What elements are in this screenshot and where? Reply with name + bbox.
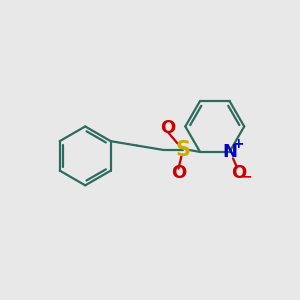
Text: O: O (160, 119, 176, 137)
Text: O: O (171, 164, 186, 182)
Text: O: O (231, 164, 246, 182)
Text: S: S (176, 140, 190, 160)
Text: +: + (232, 137, 244, 151)
Text: N: N (222, 143, 237, 161)
Text: −: − (241, 169, 252, 183)
